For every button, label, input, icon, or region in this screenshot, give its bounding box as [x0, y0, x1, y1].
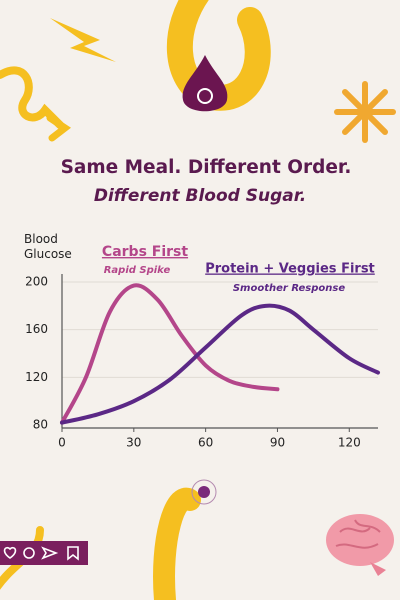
series-line [60, 303, 380, 425]
annotation: Carbs First [102, 244, 188, 260]
squiggle-decoration [0, 66, 64, 129]
share-icon[interactable] [41, 546, 59, 560]
logo-drop [182, 55, 228, 112]
x-tick-label: 60 [198, 436, 213, 450]
annotation: Protein + Veggies First [205, 262, 375, 277]
brain-illustration [326, 514, 394, 576]
bottom-decoration [153, 488, 201, 600]
y-tick-label: 200 [25, 275, 48, 289]
subtitle: Different Blood Sugar. [94, 186, 306, 206]
y-tick-label: 80 [33, 418, 48, 432]
annotation-sub: Smoother Response [233, 283, 345, 294]
annotation-sub: Rapid Spike [104, 265, 171, 276]
social-icons [3, 546, 79, 561]
title: Same Meal. Different Order. [61, 157, 352, 178]
social-bar [0, 541, 88, 565]
x-tick-label: 0 [58, 436, 66, 450]
x-tick-label: 30 [126, 436, 141, 450]
comment-icon[interactable] [23, 547, 35, 559]
star-decoration [334, 81, 396, 143]
like-icon[interactable] [3, 546, 17, 559]
logo-mark [197, 88, 213, 104]
lightning-decoration [50, 18, 116, 62]
badge [191, 479, 217, 505]
badge-flower [198, 486, 210, 498]
y-tick-label: 120 [25, 370, 48, 384]
save-icon[interactable] [67, 546, 79, 561]
arrow-decoration [46, 114, 72, 142]
y-axis-label: Blood Glucose [24, 232, 72, 261]
series-line [60, 283, 280, 425]
y-tick-label: 160 [25, 322, 48, 336]
x-tick-label: 90 [270, 436, 285, 450]
x-tick-label: 120 [338, 436, 361, 450]
